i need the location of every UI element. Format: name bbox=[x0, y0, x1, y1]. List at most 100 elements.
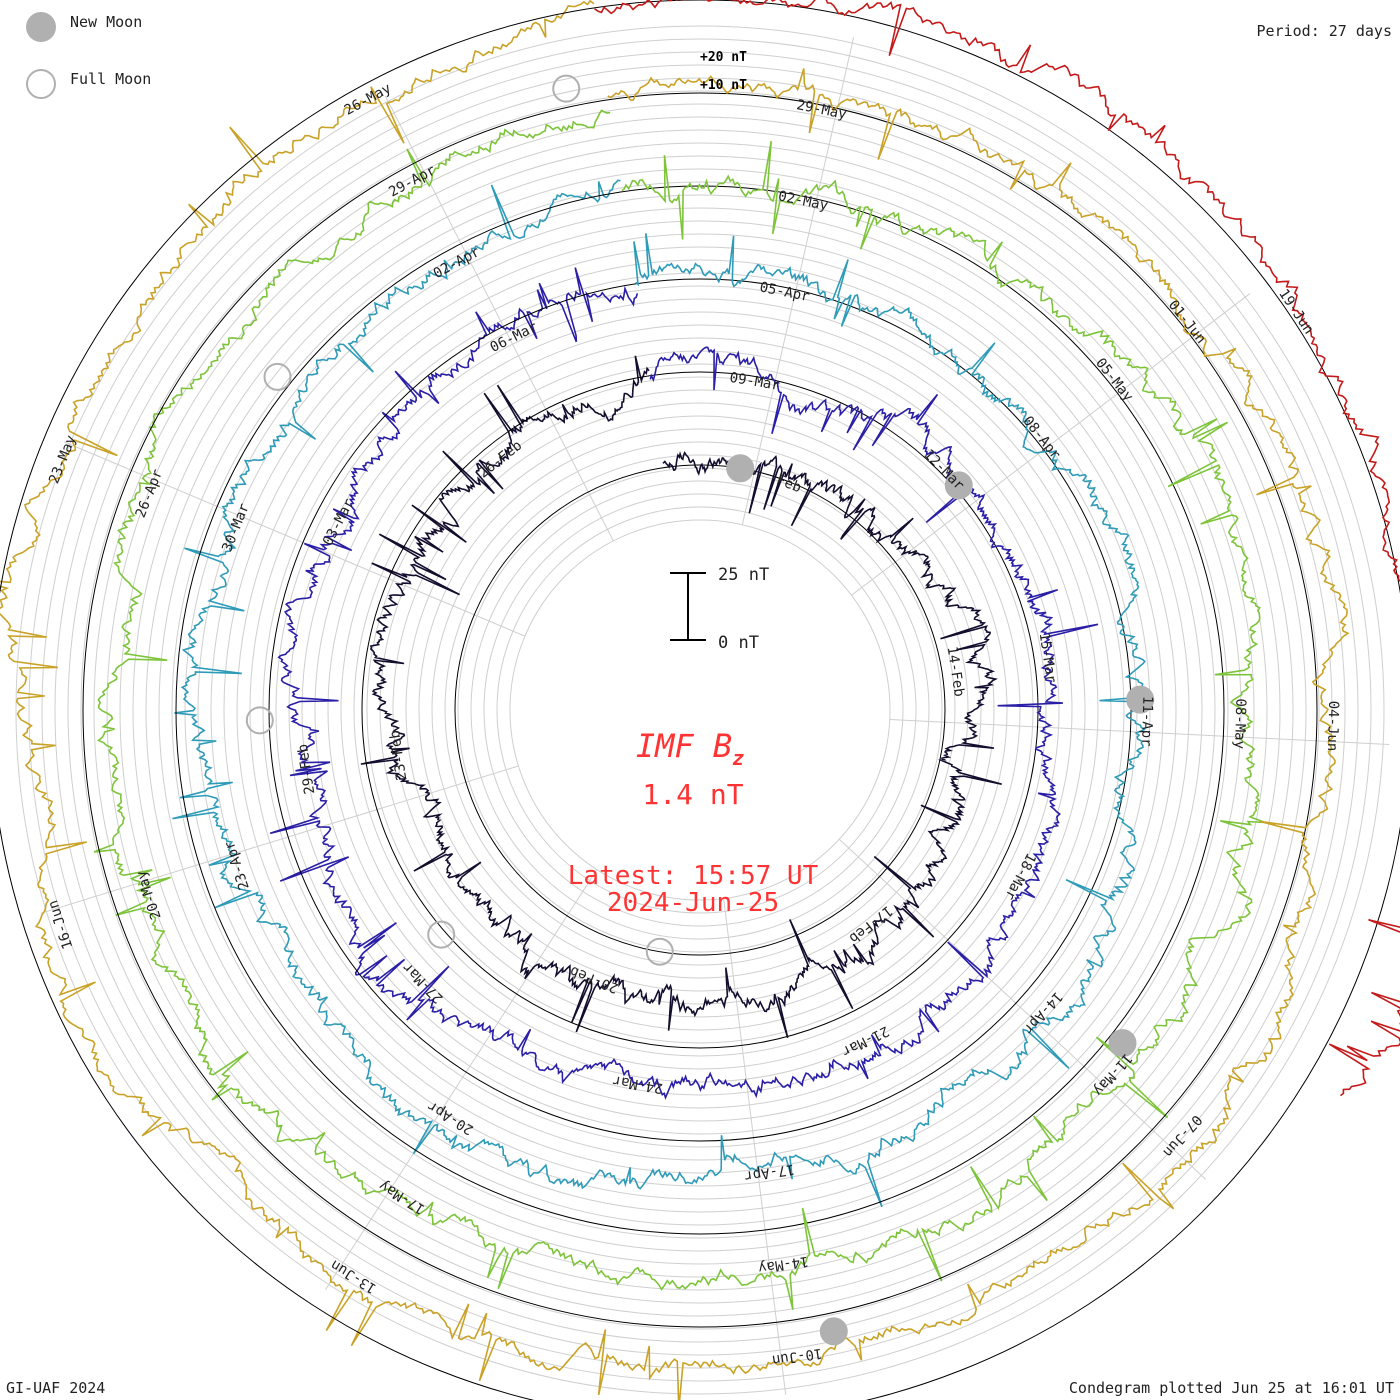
new-moon-marker bbox=[819, 1317, 848, 1346]
grid-ring bbox=[405, 415, 995, 1005]
date-label: 29-May bbox=[795, 97, 848, 123]
period-label: Period: 27 days bbox=[1256, 22, 1392, 40]
grid-ring bbox=[28, 38, 1372, 1382]
bz-trace-cycle-2 bbox=[172, 179, 1146, 1208]
grid-ring bbox=[496, 506, 904, 914]
full-moon-label: Full Moon bbox=[70, 70, 152, 88]
latest-date: 2024-Jun-25 bbox=[607, 888, 779, 918]
grid-ring bbox=[41, 51, 1359, 1369]
grid-ring bbox=[392, 402, 1008, 1018]
bz-trace-cycle-5 bbox=[594, 0, 1400, 1097]
zero-baseline bbox=[361, 371, 1039, 1049]
grid-ring bbox=[366, 376, 1034, 1044]
date-label: 14-Feb bbox=[944, 645, 967, 697]
grid-ring bbox=[314, 324, 1086, 1096]
grid-ring bbox=[184, 194, 1216, 1226]
latest-time: Latest: 15:57 UT bbox=[568, 861, 819, 891]
date-label: 20-Apr bbox=[425, 1098, 476, 1138]
bz-trace-cycle-1 bbox=[269, 267, 1099, 1101]
date-label: 17-Feb bbox=[846, 902, 896, 946]
full-moon-marker bbox=[427, 920, 456, 949]
grid-ring bbox=[288, 298, 1112, 1122]
grid-ring bbox=[93, 103, 1307, 1317]
grid-ring bbox=[210, 220, 1190, 1200]
grid-ring bbox=[145, 155, 1255, 1265]
grid-ring bbox=[418, 428, 982, 992]
date-label: 24-Mar bbox=[611, 1072, 664, 1096]
grid-ring bbox=[236, 246, 1164, 1174]
date-label: 14-May bbox=[757, 1253, 809, 1276]
grid-ring bbox=[275, 285, 1125, 1135]
scale-bottom-label: 0 nT bbox=[718, 633, 759, 653]
date-label: 08-May bbox=[1231, 698, 1248, 749]
ref-label-10: +10 nT bbox=[700, 78, 747, 93]
moon-legend bbox=[26, 12, 56, 99]
grid-spoke bbox=[838, 838, 1207, 1180]
date-label: 23-May bbox=[46, 433, 79, 486]
grid-spoke bbox=[40, 765, 519, 914]
grid-ring bbox=[197, 207, 1203, 1213]
grid-spoke bbox=[384, 95, 614, 542]
grid-ring bbox=[483, 493, 917, 927]
bz-trace-cycle-0 bbox=[360, 355, 1002, 1039]
date-label: 10-Jun bbox=[771, 1345, 823, 1368]
new-moon-marker bbox=[1108, 1029, 1137, 1058]
zero-baseline bbox=[82, 92, 1318, 1328]
grid-spoke bbox=[64, 441, 526, 637]
grid-ring bbox=[379, 389, 1021, 1031]
credit-label: GI-UAF 2024 bbox=[6, 1379, 106, 1397]
grid-ring bbox=[132, 142, 1268, 1278]
new-moon-marker bbox=[944, 471, 973, 500]
date-label: 21-Mar bbox=[839, 1022, 891, 1059]
date-label: 11-Apr bbox=[1138, 696, 1155, 747]
grid-ring bbox=[353, 363, 1047, 1057]
grid-ring bbox=[158, 168, 1242, 1252]
date-label: 05-Apr bbox=[758, 279, 811, 305]
grid-spoke bbox=[851, 293, 1251, 596]
date-label: 04-Jun bbox=[1324, 701, 1341, 752]
date-label: 17-Apr bbox=[743, 1161, 795, 1184]
date-label: 23-Feb bbox=[387, 729, 410, 781]
grid-ring bbox=[171, 181, 1229, 1239]
grid-ring bbox=[509, 519, 891, 901]
title-subscript: z bbox=[732, 746, 744, 770]
date-label: 15-Mar bbox=[1036, 632, 1059, 684]
new-moon-icon bbox=[26, 12, 56, 42]
grid-ring bbox=[223, 233, 1177, 1187]
grid-ring bbox=[340, 350, 1060, 1070]
date-label: 29-Feb bbox=[295, 743, 318, 795]
scale-top-label: 25 nT bbox=[718, 565, 769, 585]
moon-markers bbox=[245, 74, 1155, 1346]
date-label: 26-Feb bbox=[476, 438, 526, 482]
grid-ring bbox=[249, 259, 1151, 1161]
grid-ring bbox=[80, 90, 1320, 1330]
grid-ring bbox=[106, 116, 1294, 1304]
current-value: 1.4 nT bbox=[642, 778, 743, 811]
radial-grid bbox=[15, 25, 1390, 1395]
grid-ring bbox=[301, 311, 1099, 1109]
grid-ring bbox=[15, 25, 1385, 1395]
grid-ring bbox=[262, 272, 1138, 1148]
bz-trace-cycle-4 bbox=[0, 0, 1350, 1400]
new-moon-marker bbox=[726, 454, 755, 483]
grid-spoke bbox=[325, 869, 598, 1290]
grid-ring bbox=[444, 454, 956, 966]
plotted-note: Condegram plotted Jun 25 at 16:01 UT bbox=[1068, 1379, 1394, 1397]
date-label: 09-Mar bbox=[728, 370, 781, 394]
grid-ring bbox=[67, 77, 1333, 1343]
zero-baseline bbox=[268, 278, 1132, 1142]
grid-ring bbox=[431, 441, 969, 979]
zero-baseline bbox=[175, 185, 1225, 1235]
grid-ring bbox=[470, 480, 930, 940]
new-moon-marker bbox=[1126, 685, 1155, 714]
ref-label-20: +20 nT bbox=[700, 50, 747, 65]
bz-trace-cycle-3 bbox=[93, 109, 1266, 1310]
chart-title: IMF Bz bbox=[636, 727, 744, 770]
new-moon-label: New Moon bbox=[70, 13, 143, 31]
date-label: 26-Apr bbox=[133, 467, 166, 520]
grid-ring bbox=[119, 129, 1281, 1291]
full-moon-marker bbox=[645, 937, 674, 966]
